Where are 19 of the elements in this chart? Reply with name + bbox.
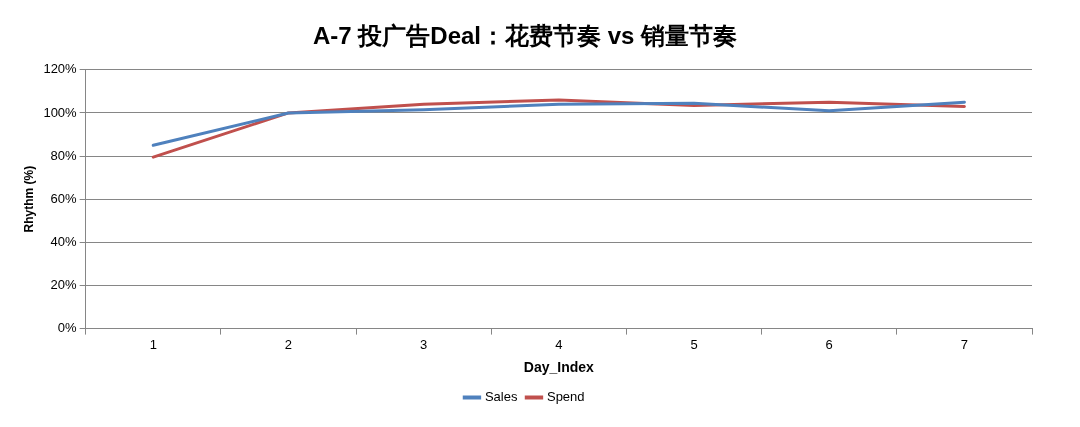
y-tick-label: 0% [57,320,78,336]
legend-label: Spend [546,389,585,405]
x-tick-label: 5 [690,336,698,352]
y-tick-label: 60% [50,190,78,206]
y-axis-title: Rhythm (%) [21,165,36,233]
y-tick-label: 20% [50,277,78,293]
y-tick-label: 40% [50,233,78,249]
chart-title: A-7 投广告Deal：花费节奏 vs 销量节奏 [312,22,738,50]
y-tick-label: 80% [50,147,78,163]
x-tick-label: 1 [149,336,157,352]
legend-label: Sales [484,389,518,405]
x-tick-label: 4 [555,336,563,352]
y-tick-label: 120% [43,61,78,77]
x-tick-label: 2 [284,336,293,352]
x-tick-label: 3 [420,336,428,352]
x-tick-label: 7 [960,336,969,352]
x-tick-label: 6 [825,336,833,352]
x-axis-title: Day_Index [523,359,595,376]
y-tick-label: 100% [43,104,78,120]
